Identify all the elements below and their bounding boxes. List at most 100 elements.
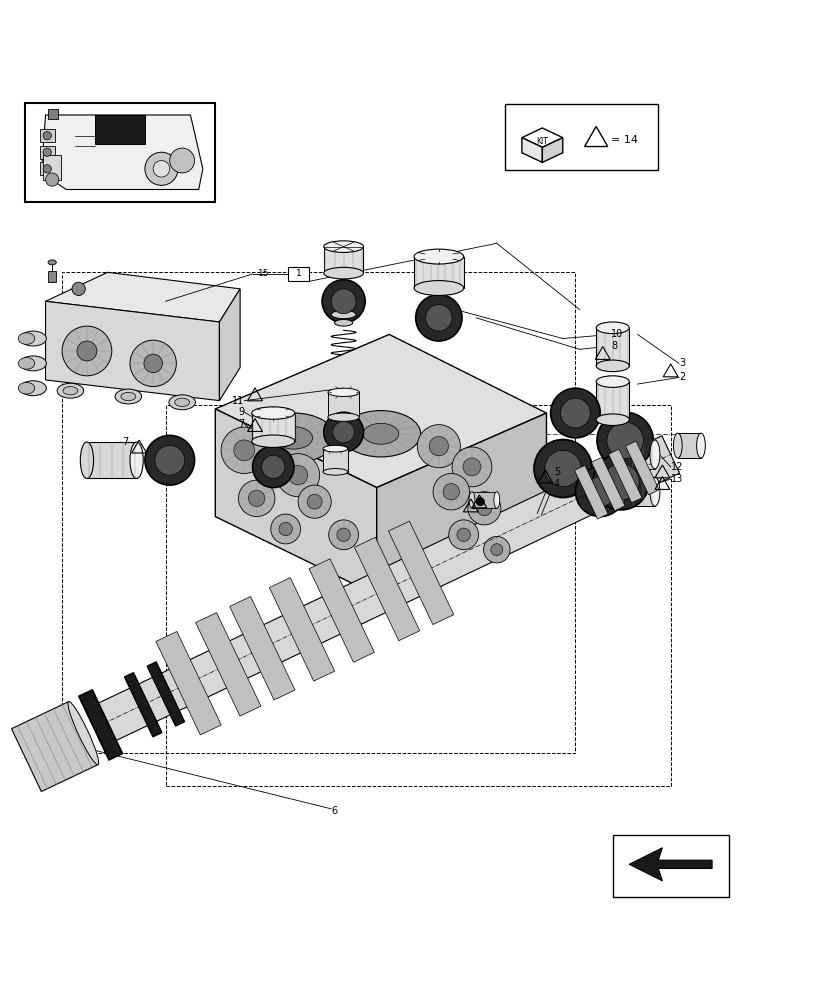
- Ellipse shape: [251, 435, 294, 447]
- Polygon shape: [308, 559, 374, 662]
- Circle shape: [62, 326, 112, 376]
- Ellipse shape: [334, 319, 352, 326]
- Circle shape: [457, 528, 470, 541]
- Text: 15: 15: [257, 269, 269, 278]
- Circle shape: [417, 425, 460, 468]
- Circle shape: [467, 492, 500, 525]
- Bar: [165, 405, 670, 786]
- Ellipse shape: [614, 440, 624, 469]
- Circle shape: [72, 282, 85, 295]
- Circle shape: [544, 450, 581, 487]
- Ellipse shape: [20, 331, 46, 346]
- Circle shape: [145, 435, 194, 485]
- Polygon shape: [590, 457, 624, 511]
- Bar: [323, 449, 347, 472]
- Circle shape: [170, 148, 194, 173]
- Ellipse shape: [20, 381, 46, 396]
- Ellipse shape: [275, 427, 312, 449]
- Ellipse shape: [18, 358, 35, 369]
- Ellipse shape: [341, 411, 420, 457]
- Polygon shape: [12, 702, 98, 792]
- Bar: [62, 272, 575, 753]
- Circle shape: [533, 440, 591, 498]
- Ellipse shape: [63, 387, 78, 395]
- Ellipse shape: [327, 413, 359, 421]
- Circle shape: [585, 477, 614, 507]
- Polygon shape: [629, 848, 711, 881]
- Text: 13: 13: [670, 474, 682, 484]
- Bar: [25, 103, 215, 202]
- Polygon shape: [219, 289, 240, 401]
- Ellipse shape: [323, 445, 347, 452]
- Polygon shape: [95, 115, 145, 144]
- Ellipse shape: [80, 442, 93, 478]
- Circle shape: [43, 132, 51, 140]
- Circle shape: [332, 421, 354, 443]
- Bar: [595, 382, 629, 420]
- Bar: [323, 247, 363, 273]
- Polygon shape: [124, 673, 162, 737]
- Ellipse shape: [121, 392, 136, 401]
- Circle shape: [462, 458, 480, 476]
- Circle shape: [560, 398, 590, 428]
- Polygon shape: [79, 690, 122, 760]
- Circle shape: [452, 447, 491, 487]
- Circle shape: [144, 354, 162, 373]
- Bar: [251, 413, 294, 441]
- Ellipse shape: [414, 281, 463, 295]
- Bar: [87, 442, 136, 478]
- Bar: [48, 109, 58, 119]
- Circle shape: [261, 455, 284, 478]
- Text: 2: 2: [678, 372, 685, 382]
- Polygon shape: [521, 128, 562, 147]
- Circle shape: [270, 514, 300, 544]
- Circle shape: [596, 412, 653, 469]
- Ellipse shape: [251, 407, 294, 419]
- Polygon shape: [574, 465, 607, 519]
- Circle shape: [337, 528, 350, 541]
- Circle shape: [322, 280, 365, 323]
- Ellipse shape: [169, 395, 195, 410]
- Circle shape: [448, 520, 478, 550]
- Circle shape: [276, 454, 319, 497]
- Ellipse shape: [68, 702, 98, 765]
- Text: KIT: KIT: [536, 137, 547, 146]
- Ellipse shape: [493, 492, 500, 508]
- Bar: [40, 129, 55, 142]
- Circle shape: [45, 173, 59, 186]
- Polygon shape: [388, 521, 453, 625]
- Circle shape: [221, 427, 267, 474]
- Text: 6: 6: [331, 805, 337, 815]
- Ellipse shape: [115, 389, 141, 404]
- Bar: [40, 162, 55, 175]
- Ellipse shape: [327, 388, 359, 396]
- Text: 1: 1: [296, 269, 301, 278]
- Text: 4: 4: [553, 479, 559, 489]
- Circle shape: [145, 152, 178, 185]
- Bar: [414, 257, 463, 288]
- Circle shape: [606, 422, 643, 459]
- Text: 7: 7: [122, 437, 128, 447]
- Polygon shape: [376, 413, 546, 595]
- Circle shape: [425, 305, 452, 331]
- Circle shape: [331, 289, 356, 314]
- Circle shape: [307, 494, 322, 509]
- Bar: [471, 492, 496, 508]
- Bar: [504, 104, 657, 170]
- Ellipse shape: [323, 469, 347, 475]
- Circle shape: [323, 412, 363, 452]
- Polygon shape: [45, 272, 240, 322]
- Circle shape: [43, 165, 51, 173]
- Ellipse shape: [252, 413, 335, 463]
- Ellipse shape: [323, 267, 363, 279]
- Ellipse shape: [614, 477, 624, 506]
- Circle shape: [490, 544, 502, 556]
- Bar: [327, 392, 359, 417]
- Circle shape: [592, 454, 648, 510]
- Ellipse shape: [595, 376, 629, 387]
- Circle shape: [233, 440, 255, 461]
- Polygon shape: [45, 301, 219, 401]
- Ellipse shape: [649, 440, 659, 469]
- Circle shape: [442, 484, 459, 500]
- Circle shape: [433, 474, 469, 510]
